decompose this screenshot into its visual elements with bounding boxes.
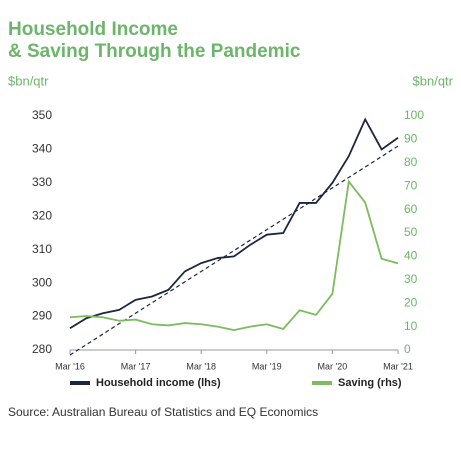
trend-line (69, 145, 399, 356)
y-tick-label: 330 (32, 175, 52, 189)
source-note: Source: Australian Bureau of Statistics … (8, 405, 318, 419)
y-tick-label: 350 (32, 108, 52, 122)
x-tick-label: Mar '18 (186, 361, 216, 371)
y2-tick-label: 50 (404, 225, 418, 239)
legend-label: Household income (lhs) (96, 377, 221, 389)
y2-axis-label: $bn/qtr (413, 73, 454, 88)
x-tick-label: Mar '16 (55, 361, 85, 371)
y2-tick-label: 20 (404, 295, 418, 309)
series-line (69, 117, 399, 330)
legend-label: Saving (rhs) (338, 377, 402, 389)
x-tick-label: Mar '21 (383, 361, 413, 371)
y2-tick-label: 90 (404, 132, 418, 146)
x-tick-label: Mar '17 (121, 361, 151, 371)
chart-title: & Saving Through the Pandemic (8, 41, 301, 62)
y-tick-label: 340 (32, 142, 52, 156)
y2-tick-label: 60 (404, 202, 418, 216)
y2-tick-label: 10 (404, 319, 418, 333)
y2-tick-label: 40 (404, 249, 418, 263)
y2-tick-label: 70 (404, 178, 418, 192)
y-tick-label: 300 (32, 275, 52, 289)
x-tick-label: Mar '19 (252, 361, 282, 371)
y-tick-label: 280 (32, 342, 52, 356)
y-tick-label: 310 (32, 242, 52, 256)
y2-tick-label: 30 (404, 272, 418, 286)
y2-tick-label: 0 (404, 342, 411, 356)
y2-tick-label: 100 (404, 108, 424, 122)
y2-tick-label: 80 (404, 155, 418, 169)
x-tick-label: Mar '20 (318, 361, 348, 371)
y-tick-label: 290 (32, 309, 52, 323)
y-axis-label: $bn/qtr (8, 73, 49, 88)
chart-title: Household Income (8, 19, 178, 40)
series-line (69, 179, 399, 332)
y-tick-label: 320 (32, 208, 52, 222)
